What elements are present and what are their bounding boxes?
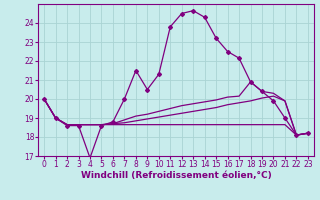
X-axis label: Windchill (Refroidissement éolien,°C): Windchill (Refroidissement éolien,°C): [81, 171, 271, 180]
